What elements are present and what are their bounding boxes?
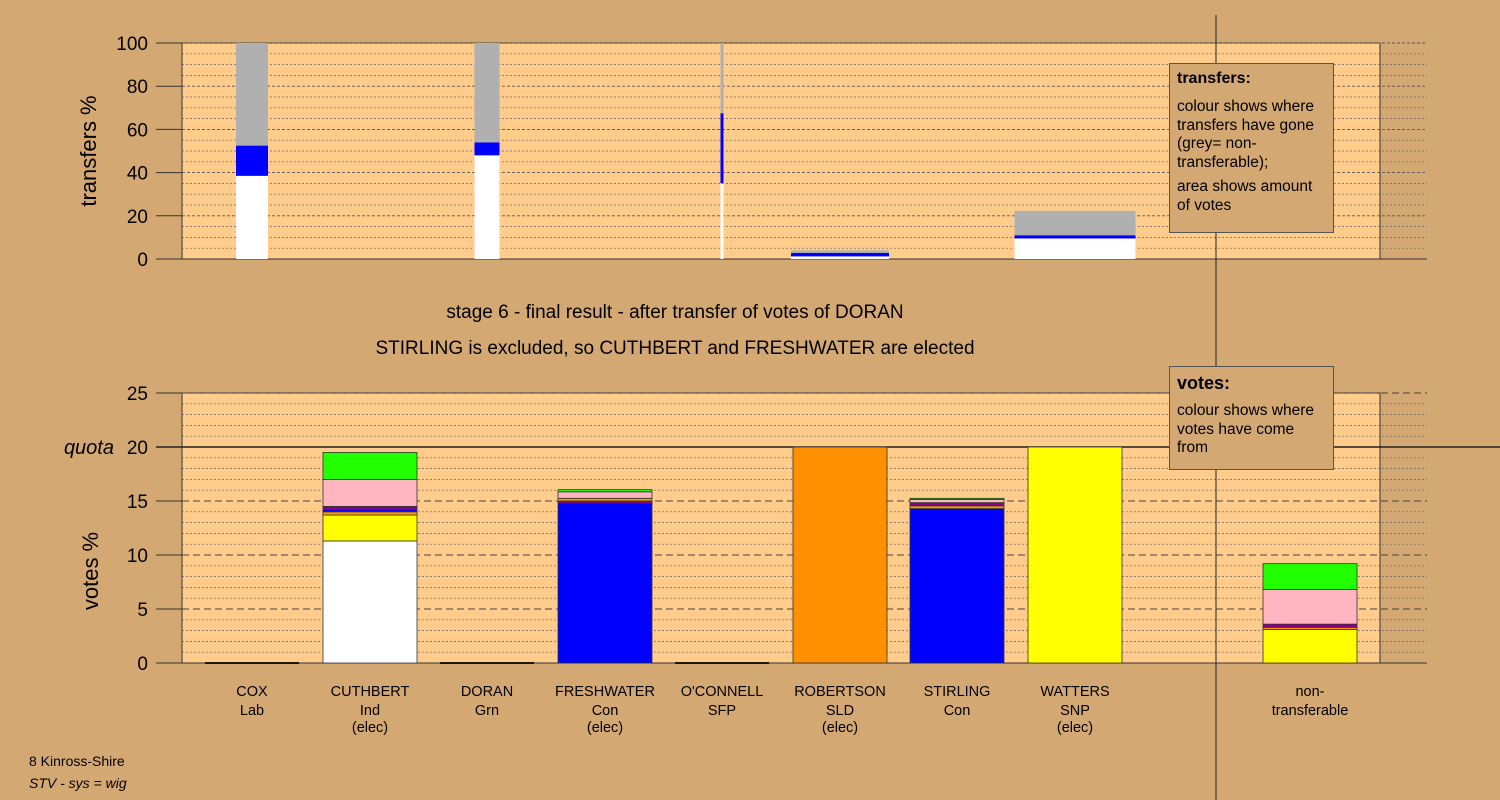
vote-bar-segment bbox=[909, 505, 1005, 509]
footer-region: 8 Kinross-Shire bbox=[29, 753, 125, 769]
vote-bar-segment bbox=[1027, 446, 1123, 664]
candidate-status-label: (elec) bbox=[1057, 720, 1093, 736]
vote-bar-segment bbox=[557, 497, 653, 502]
vote-bar-segment bbox=[322, 540, 418, 664]
vote-bar-segment bbox=[909, 502, 1005, 507]
transfer-bar-segment bbox=[236, 175, 268, 259]
candidate-party-label: Con bbox=[592, 703, 619, 719]
transfer-bar-segment bbox=[720, 113, 724, 184]
candidate-name-label: ROBERTSON bbox=[794, 684, 886, 700]
transfer-bar-segment bbox=[720, 183, 724, 259]
transfer-bar-segment bbox=[474, 142, 500, 156]
transfer-bar-segment bbox=[1014, 235, 1136, 239]
vote-bar-segment bbox=[322, 511, 418, 516]
candidate-name-label: FRESHWATER bbox=[555, 684, 655, 700]
stage-title: stage 6 - final result - after transfer … bbox=[446, 302, 903, 323]
transfers-legend-text-area: area shows amount of votes bbox=[1177, 178, 1313, 214]
votes-tick-label: 10 bbox=[127, 546, 148, 567]
candidate-party-label: SFP bbox=[708, 703, 736, 719]
transfers-tick-label: 40 bbox=[127, 164, 148, 185]
transfer-bar-segment bbox=[474, 155, 500, 259]
vote-bar-segment bbox=[1262, 589, 1358, 625]
vote-bar-segment bbox=[557, 489, 653, 493]
transfers-legend-text-colour: colour shows where transfers have gone (… bbox=[1177, 98, 1315, 171]
candidate-party-label: transferable bbox=[1272, 703, 1349, 719]
votes-legend-text: colour shows where votes have come from bbox=[1177, 402, 1314, 456]
transfer-bar-segment bbox=[720, 43, 724, 114]
candidate-party-label: Lab bbox=[240, 703, 264, 719]
candidate-party-label: SLD bbox=[826, 703, 854, 719]
candidate-name-label: CUTHBERT bbox=[331, 684, 410, 700]
candidate-name-label: non- bbox=[1295, 684, 1324, 700]
vote-bar-segment bbox=[322, 451, 418, 480]
vote-bar-segment bbox=[557, 502, 653, 664]
vote-bar-segment bbox=[322, 505, 418, 511]
vote-bar-segment bbox=[322, 478, 418, 507]
transfers-legend-title: transfers: bbox=[1177, 70, 1251, 87]
candidate-name-label: WATTERS bbox=[1040, 684, 1109, 700]
vote-bar-segment bbox=[909, 498, 1005, 504]
vote-bar-segment bbox=[322, 514, 418, 542]
votes-legend-title: votes: bbox=[1177, 373, 1231, 393]
candidate-status-label: (elec) bbox=[587, 720, 623, 736]
vote-bar-segment bbox=[1262, 629, 1358, 664]
transfers-tick-label: 20 bbox=[127, 207, 148, 228]
transfer-bar-segment bbox=[236, 145, 268, 176]
transfers-tick-label: 100 bbox=[116, 34, 148, 55]
candidate-name-label: COX bbox=[236, 684, 268, 700]
quota-label: quota bbox=[64, 437, 114, 459]
votes-tick-label: 25 bbox=[127, 384, 148, 405]
vote-bar-segment bbox=[1262, 563, 1358, 590]
candidate-name-label: O'CONNELL bbox=[681, 684, 764, 700]
transfer-bar-segment bbox=[1014, 210, 1136, 236]
votes-tick-label: 20 bbox=[127, 438, 148, 459]
vote-bar-segment bbox=[792, 446, 888, 664]
transfer-bar-segment bbox=[791, 252, 889, 257]
result-subtitle: STIRLING is excluded, so CUTHBERT and FR… bbox=[375, 338, 974, 359]
vote-bar-segment bbox=[1262, 623, 1358, 628]
candidate-status-label: (elec) bbox=[822, 720, 858, 736]
candidate-name-label: DORAN bbox=[461, 684, 513, 700]
candidate-party-label: Con bbox=[944, 703, 971, 719]
transfer-bar-segment bbox=[236, 43, 268, 146]
candidate-party-label: Grn bbox=[475, 703, 499, 719]
transfers-tick-label: 0 bbox=[137, 250, 148, 271]
transfer-bar-segment bbox=[474, 43, 500, 143]
votes-tick-label: 0 bbox=[137, 654, 148, 675]
candidate-party-label: Ind bbox=[360, 703, 380, 719]
votes-tick-label: 5 bbox=[137, 600, 148, 621]
transfers-tick-label: 80 bbox=[127, 77, 148, 98]
votes-legend: votes: colour shows where votes have com… bbox=[1169, 366, 1334, 470]
transfers-legend: transfers: colour shows where transfers … bbox=[1169, 63, 1334, 233]
vote-bar-segment bbox=[909, 508, 1005, 664]
footer-system: STV - sys = wig bbox=[29, 775, 127, 791]
transfers-tick-label: 60 bbox=[127, 120, 148, 141]
transfers-y-axis-label: transfers % bbox=[76, 95, 101, 206]
transfer-bar-segment bbox=[791, 256, 889, 259]
votes-y-axis-label: votes % bbox=[78, 532, 103, 610]
transfer-bar-segment bbox=[1014, 238, 1136, 259]
candidate-status-label: (elec) bbox=[352, 720, 388, 736]
vote-bar-segment bbox=[557, 491, 653, 499]
vote-bar-segment bbox=[909, 497, 1005, 500]
candidate-party-label: SNP bbox=[1060, 703, 1090, 719]
transfer-bar-segment bbox=[791, 250, 889, 253]
votes-tick-label: 15 bbox=[127, 492, 148, 513]
candidate-name-label: STIRLING bbox=[924, 684, 991, 700]
